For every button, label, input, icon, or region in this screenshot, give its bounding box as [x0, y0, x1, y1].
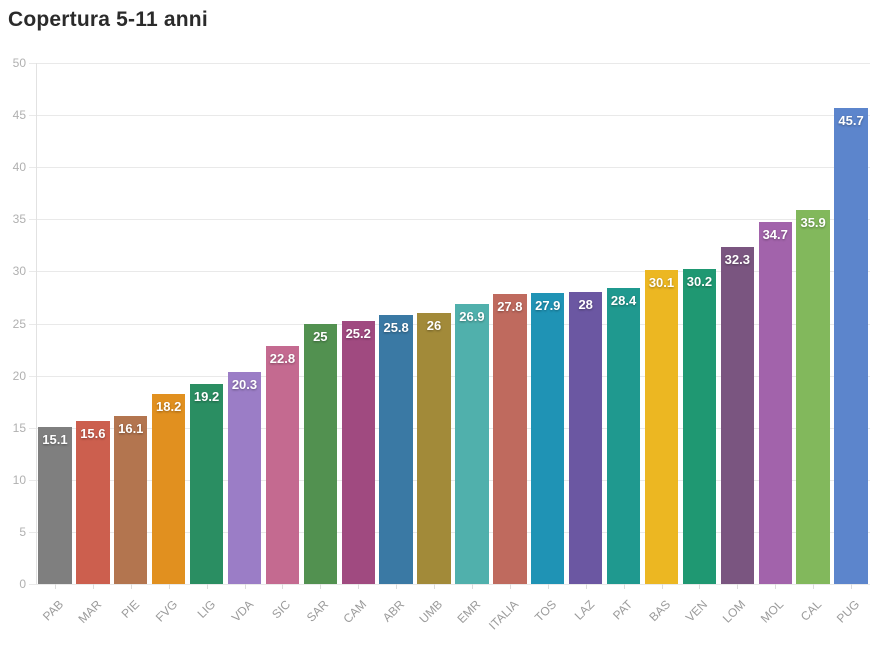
- bar-value-label: 15.1: [42, 431, 68, 447]
- bar-value-label: 27.8: [497, 299, 523, 315]
- bar-pat: 28.4: [606, 288, 641, 584]
- x-axis-tick: [547, 584, 549, 589]
- x-axis-tick: [92, 584, 94, 589]
- bar-value-label: 32.3: [724, 252, 750, 268]
- bar-cam: 25.2: [341, 321, 375, 584]
- plot-area: 0 5 10 15 20 25 30 35 40 45 50 15.1 PAB 15.6 MAR 16.1 PI…: [12, 56, 870, 633]
- bar-value-label: 28: [578, 297, 593, 313]
- gridline-y-30: [29, 271, 870, 273]
- bar-sic: 22.8: [265, 346, 300, 584]
- bar-emr: 26.9: [455, 303, 489, 584]
- y-axis-tick-label: 45: [12, 108, 26, 123]
- bar-value-label: 30.2: [686, 274, 713, 290]
- y-axis-tick-label: 20: [12, 368, 26, 383]
- x-axis-tick: [775, 584, 777, 589]
- x-axis-tick: [282, 584, 284, 589]
- bar-pab: 15.1: [38, 426, 72, 584]
- bar-chart: Copertura 5-11 anni 0 5 10 15 20 25 30 35 40 45 50…: [8, 8, 870, 633]
- y-axis-tick-label: 10: [12, 472, 26, 487]
- bar-value-label: 22.8: [269, 351, 296, 367]
- x-axis-tick: [168, 584, 170, 589]
- bar-lig: 19.2: [189, 383, 224, 584]
- x-axis-tick: [509, 584, 511, 589]
- bar-bas: 30.1: [644, 270, 679, 584]
- bar-cal: 35.9: [796, 209, 830, 584]
- x-axis-tick: [130, 584, 132, 589]
- y-axis-tick-label: 0: [19, 577, 26, 591]
- x-axis-tick: [206, 584, 208, 589]
- bar-lom: 32.3: [720, 247, 755, 584]
- x-axis-tick: [623, 584, 625, 589]
- gridline-y-0: [29, 584, 870, 585]
- bar-value-label: 25: [313, 328, 328, 344]
- x-axis-tick: [320, 584, 322, 589]
- bar-value-label: 20.3: [231, 377, 258, 393]
- bar-value-label: 26.9: [459, 308, 485, 324]
- bar-value-label: 25.8: [383, 320, 409, 336]
- gridline-y-50: [29, 63, 870, 64]
- y-axis-tick-label: 15: [12, 420, 26, 435]
- y-axis-tick-label: 35: [12, 212, 26, 227]
- x-axis-tick: [699, 584, 701, 589]
- y-axis-tick-label: 40: [12, 160, 26, 175]
- bar-value-label: 16.1: [118, 421, 144, 437]
- x-axis-tick: [585, 584, 587, 589]
- bar-value-label: 28.4: [610, 293, 637, 309]
- bar-umb: 26: [417, 313, 451, 584]
- bar-mol: 34.7: [758, 222, 792, 584]
- bar-value-label: 19.2: [193, 388, 220, 404]
- bar-value-label: 27.9: [535, 298, 561, 314]
- x-axis-tick: [54, 584, 56, 589]
- x-axis-tick: [358, 584, 360, 589]
- gridline-y-40: [29, 167, 870, 169]
- y-axis-tick-label: 50: [12, 56, 26, 70]
- y-axis-tick-label: 30: [12, 264, 26, 279]
- bar-mar: 15.6: [76, 421, 110, 584]
- y-axis-line: [36, 63, 37, 584]
- gridline-y-35: [29, 219, 870, 221]
- bar-value-label: 25.2: [345, 326, 371, 342]
- bar-value-label: 18.2: [156, 399, 182, 415]
- bar-ven: 30.2: [682, 269, 717, 584]
- x-axis-tick: [851, 584, 853, 589]
- bar-value-label: 34.7: [762, 227, 788, 243]
- bar-value-label: 35.9: [800, 214, 826, 230]
- bar-fvg: 18.2: [151, 394, 186, 584]
- bar-tos: 27.9: [531, 293, 565, 584]
- x-axis-tick: [471, 584, 473, 589]
- x-axis-tick: [737, 584, 739, 589]
- bar-laz: 28: [568, 292, 603, 584]
- bar-value-label: 26: [426, 318, 442, 334]
- bar-value-label: 30.1: [648, 275, 675, 291]
- x-axis-tick: [244, 584, 246, 589]
- x-axis-tick: [396, 584, 398, 589]
- bar-pie: 16.1: [114, 416, 148, 584]
- bar-italia: 27.8: [493, 294, 527, 584]
- bar-value-label: 45.7: [838, 112, 864, 128]
- bar-pug: 45.7: [834, 107, 868, 584]
- bar-abr: 25.8: [379, 315, 413, 584]
- x-axis-tick: [813, 584, 815, 589]
- gridline-y-45: [29, 115, 870, 117]
- bar-vda: 20.3: [227, 372, 262, 584]
- x-axis-tick: [434, 584, 436, 589]
- y-axis-tick-label: 25: [12, 316, 26, 331]
- bar-value-label: 15.6: [80, 426, 106, 442]
- bar-sar: 25: [303, 323, 338, 584]
- chart-title: Copertura 5-11 anni: [8, 8, 208, 31]
- x-axis-tick: [661, 584, 663, 589]
- y-axis-tick-label: 5: [19, 524, 26, 539]
